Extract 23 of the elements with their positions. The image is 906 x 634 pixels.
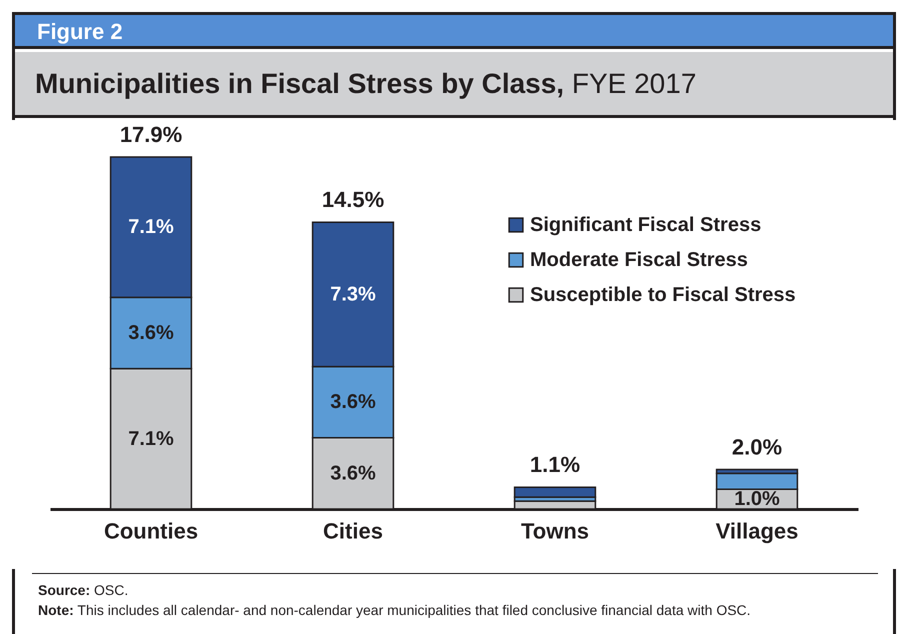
data-label: 3.6% [330, 391, 376, 414]
data-label: 3.6% [330, 462, 376, 484]
source-note: Source: OSC. [38, 581, 130, 600]
data-label: 3.6% [128, 322, 174, 344]
legend-label: Moderate Fiscal Stress [530, 249, 748, 271]
bar [514, 486, 596, 498]
legend-label: Susceptible to Fiscal Stress [530, 284, 796, 306]
data-label: 7.1% [128, 428, 174, 450]
x-tick-label: Counties [104, 518, 198, 544]
total-label: 17.9% [120, 122, 182, 147]
x-tick-label: Cities [323, 518, 383, 544]
chart-title: Municipalities in Fiscal Stress by Class, FYE 2017 [15, 52, 893, 118]
total-label: 14.5% [322, 187, 384, 212]
data-label: 7.1% [128, 216, 174, 238]
x-tick-label: Towns [520, 518, 590, 544]
legend-label: Significant Fiscal Stress [530, 214, 762, 236]
text: Note: This includes all calendar- and non-calendar year municipalities that filed conclusive financial data with OSC. [38, 601, 751, 620]
total-label: 2.0% [732, 434, 782, 460]
x-tick-label: Villages [716, 518, 798, 544]
caption: Figure 2 [15, 15, 893, 49]
data-label: 1.0% [734, 488, 780, 510]
total-label: 1.1% [530, 452, 580, 478]
data-label: 7.3% [330, 283, 376, 306]
